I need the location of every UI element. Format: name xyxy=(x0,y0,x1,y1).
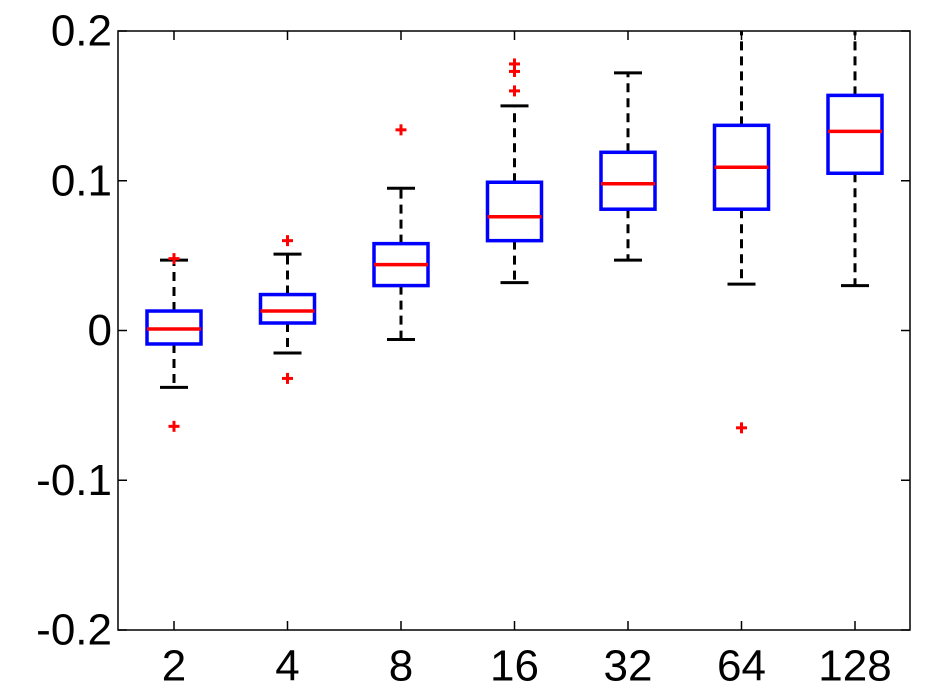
iqr-box xyxy=(258,292,317,325)
box-16 xyxy=(485,58,544,285)
y-tick-label: 0 xyxy=(88,306,112,355)
box-series xyxy=(145,31,884,434)
iqr-box xyxy=(599,150,657,211)
outlier-marker xyxy=(509,58,520,70)
iqr-box xyxy=(485,180,544,243)
iqr-box xyxy=(826,93,884,176)
outlier-marker xyxy=(282,235,293,247)
outlier-marker xyxy=(282,372,293,384)
y-tick-label: -0.1 xyxy=(36,456,112,505)
outlier-marker xyxy=(736,422,747,434)
y-tick-label: -0.2 xyxy=(36,606,112,655)
outlier-marker xyxy=(509,85,520,97)
box-4 xyxy=(258,235,317,384)
x-tick-label: 8 xyxy=(389,642,413,691)
box-8 xyxy=(372,124,430,341)
y-tick-label: 0.2 xyxy=(51,7,112,56)
x-axis: 2 4 8 16 32 64 128 xyxy=(162,31,892,691)
y-tick-label: 0.1 xyxy=(51,156,112,205)
x-tick-label: 128 xyxy=(818,642,891,691)
x-tick-label: 16 xyxy=(490,642,539,691)
x-tick-label: 2 xyxy=(162,642,186,691)
outlier-marker xyxy=(168,420,180,432)
box-128 xyxy=(826,31,884,288)
y-axis: -0.2 -0.1 0 0.1 0.2 xyxy=(36,7,910,655)
box-2 xyxy=(145,253,203,432)
x-tick-label: 64 xyxy=(717,642,766,691)
x-tick-label: 32 xyxy=(604,642,653,691)
outlier-marker xyxy=(168,253,180,265)
box-64 xyxy=(712,31,771,434)
outlier-marker xyxy=(395,124,407,136)
x-tick-label: 4 xyxy=(275,642,299,691)
box-32 xyxy=(599,71,657,262)
